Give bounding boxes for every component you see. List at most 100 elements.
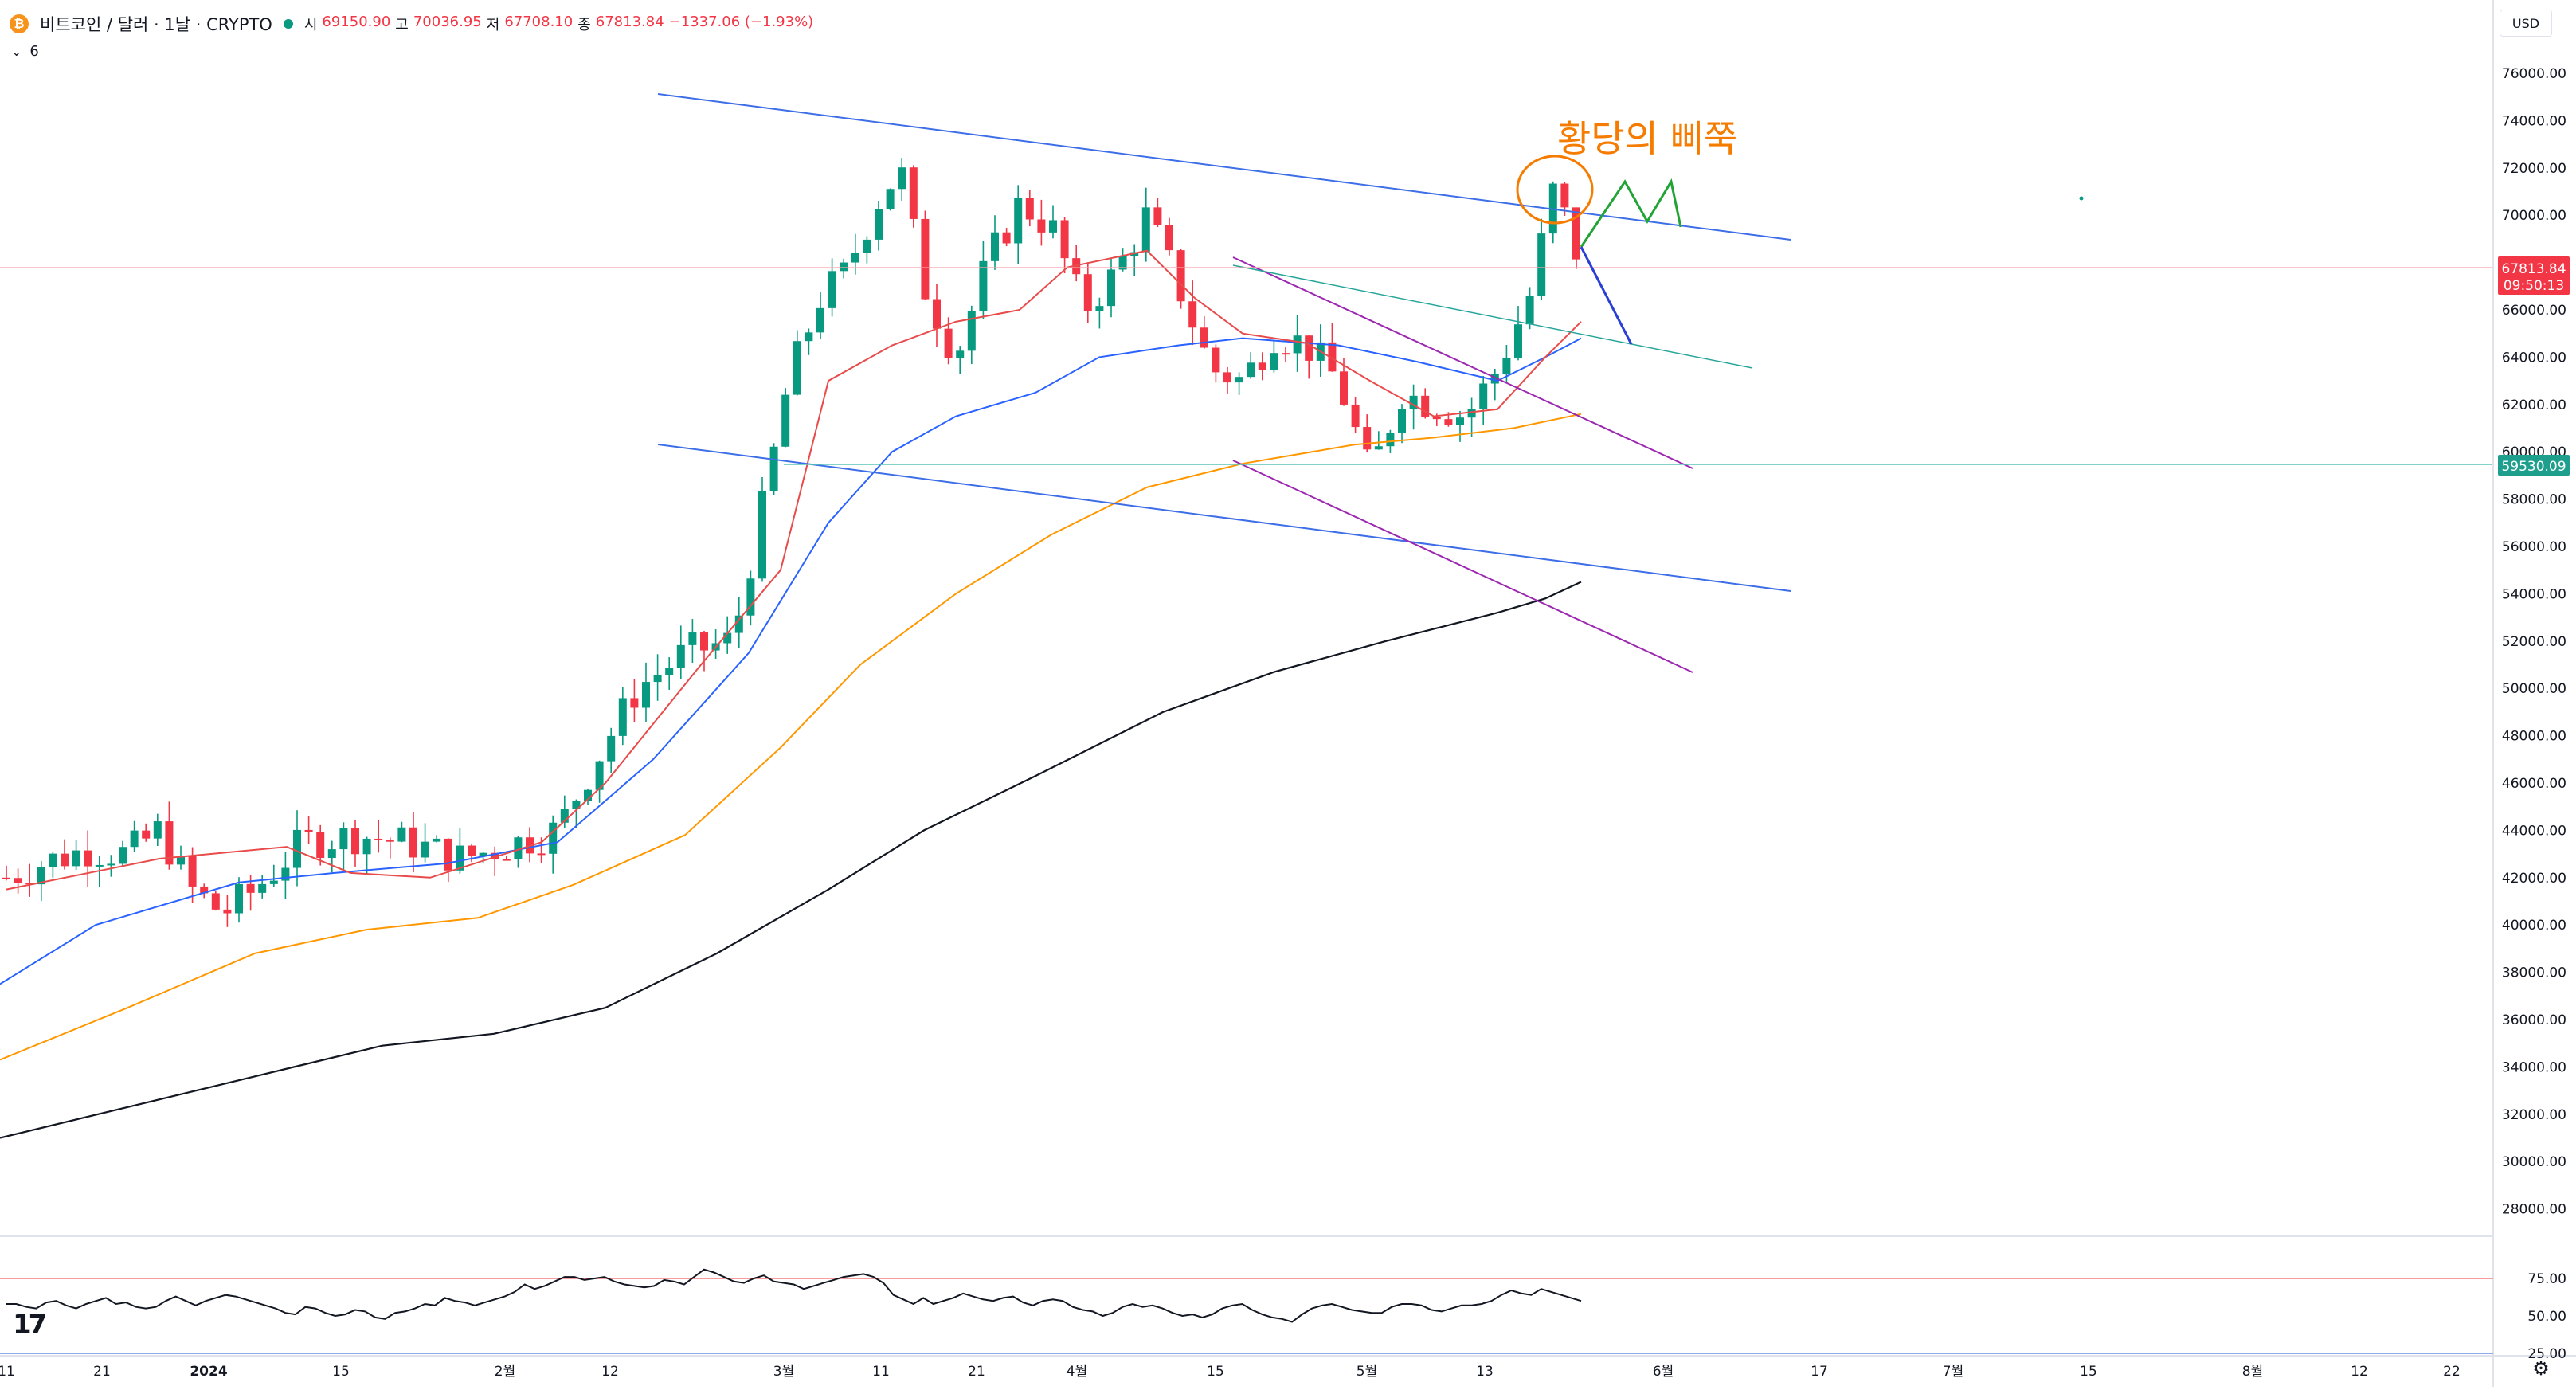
close-label: 종 [577, 17, 591, 33]
candle-body [1282, 353, 1290, 355]
candle-body [95, 864, 104, 867]
candle-body [1060, 220, 1069, 259]
y-tick-label: 40000.00 [2502, 918, 2566, 934]
candle-body [1409, 395, 1418, 410]
candle-body [421, 841, 429, 858]
x-tick-label: 12 [601, 1364, 619, 1380]
purple-upper-line[interactable] [1232, 256, 1693, 469]
candle-body [327, 849, 336, 859]
blue-projection-line [1580, 246, 1633, 345]
indicators-toggle[interactable]: ⌄ 6 [11, 40, 39, 62]
y-tick-label: 74000.00 [2502, 113, 2566, 129]
candle-body [37, 867, 45, 885]
candle-body [14, 878, 22, 883]
candle-body [1083, 274, 1092, 311]
y-tick-label: 28000.00 [2502, 1202, 2566, 1218]
candle-body [1014, 198, 1023, 244]
candle-body [642, 682, 650, 708]
high-label: 고 [395, 17, 409, 33]
candle-body [1560, 183, 1569, 208]
candle-body [514, 837, 523, 859]
candle-body [177, 856, 185, 865]
candle-body [1247, 362, 1255, 378]
symbol-header: ₿ 비트코인 / 달러 · 1날 · CRYPTO 시 69150.90 고 700… [10, 8, 813, 40]
y-tick-label: 66000.00 [2502, 303, 2566, 319]
y-tick-label: 56000.00 [2502, 539, 2566, 555]
candle-body [1456, 417, 1464, 425]
candle-body [921, 218, 930, 300]
candle-body [1305, 335, 1313, 361]
candle-body [1235, 377, 1243, 383]
candle-body [1118, 256, 1127, 270]
candle-body [584, 789, 592, 801]
candle-body [1479, 383, 1488, 409]
y-tick-label: 44000.00 [2502, 823, 2566, 839]
y-tick-label: 64000.00 [2502, 350, 2566, 366]
candle-body [1490, 374, 1499, 384]
candle-body [72, 850, 80, 867]
annotation-circle[interactable] [1516, 155, 1594, 225]
candle-body [269, 880, 278, 884]
purple-lower-line[interactable] [1232, 460, 1693, 673]
candle-body [1002, 232, 1011, 244]
x-tick-label: 13 [1476, 1364, 1494, 1380]
candle-body [200, 886, 209, 894]
gear-icon[interactable]: ⚙ [2532, 1357, 2550, 1380]
candle-body [793, 341, 801, 395]
candle-body [1095, 306, 1104, 311]
candle-body [944, 328, 953, 358]
candle-body [734, 615, 743, 633]
candle-body [502, 859, 511, 861]
candle-body [607, 735, 616, 762]
candle-body [25, 883, 34, 885]
x-tick-label: 11 [0, 1364, 15, 1380]
market-status-icon [283, 19, 293, 29]
candle-body [537, 853, 546, 856]
candle-body [246, 883, 255, 893]
candle-body [61, 853, 69, 867]
candle-body [805, 332, 813, 342]
candle-body [1258, 362, 1266, 371]
x-tick-label: 3월 [773, 1364, 794, 1380]
annotation-text[interactable]: 황당의 삐쭉 [1557, 117, 1737, 160]
rsi-line [6, 1268, 1582, 1323]
channel-lower-line[interactable] [657, 444, 1791, 592]
candle-body [1467, 409, 1476, 418]
x-tick-label: 2월 [495, 1364, 515, 1380]
x-tick-label: 15 [1207, 1364, 1224, 1380]
candle-body [49, 853, 57, 867]
symbol-title[interactable]: 비트코인 / 달러 · 1날 · CRYPTO [40, 15, 272, 34]
teal-trend-line[interactable] [1232, 264, 1753, 369]
y-tick-label: 54000.00 [2502, 586, 2566, 602]
candle-body [746, 578, 755, 616]
candle-body [1025, 198, 1034, 220]
y-tick-label: 62000.00 [2502, 397, 2566, 413]
x-tick-label: 12 [2351, 1364, 2368, 1380]
candle-body [1223, 372, 1231, 383]
level-badge-bg [2498, 455, 2570, 476]
candle-body [84, 850, 92, 867]
x-tick-label: 15 [332, 1364, 350, 1380]
rsi-tick-label: 50.00 [2527, 1309, 2566, 1325]
candle-body [1141, 207, 1150, 253]
candle-body [409, 827, 417, 858]
candle-body [107, 863, 115, 866]
marker-dot [2079, 196, 2084, 201]
y-tick-label: 76000.00 [2502, 66, 2566, 82]
candle-body [153, 821, 162, 839]
y-tick-label: 50000.00 [2502, 681, 2566, 697]
candle-body [723, 632, 732, 644]
ema-black-line [0, 581, 1582, 1139]
currency-button[interactable]: USD [2500, 10, 2552, 37]
candle-body [351, 828, 359, 855]
candle-body [316, 832, 325, 859]
candle-body [1374, 446, 1383, 450]
candle-body [898, 167, 906, 190]
channel-upper-line[interactable] [657, 93, 1791, 241]
candle-body [688, 632, 697, 645]
candle-body [933, 299, 941, 329]
countdown-label: 09:50:13 [2504, 278, 2564, 294]
candle-body [444, 838, 452, 871]
